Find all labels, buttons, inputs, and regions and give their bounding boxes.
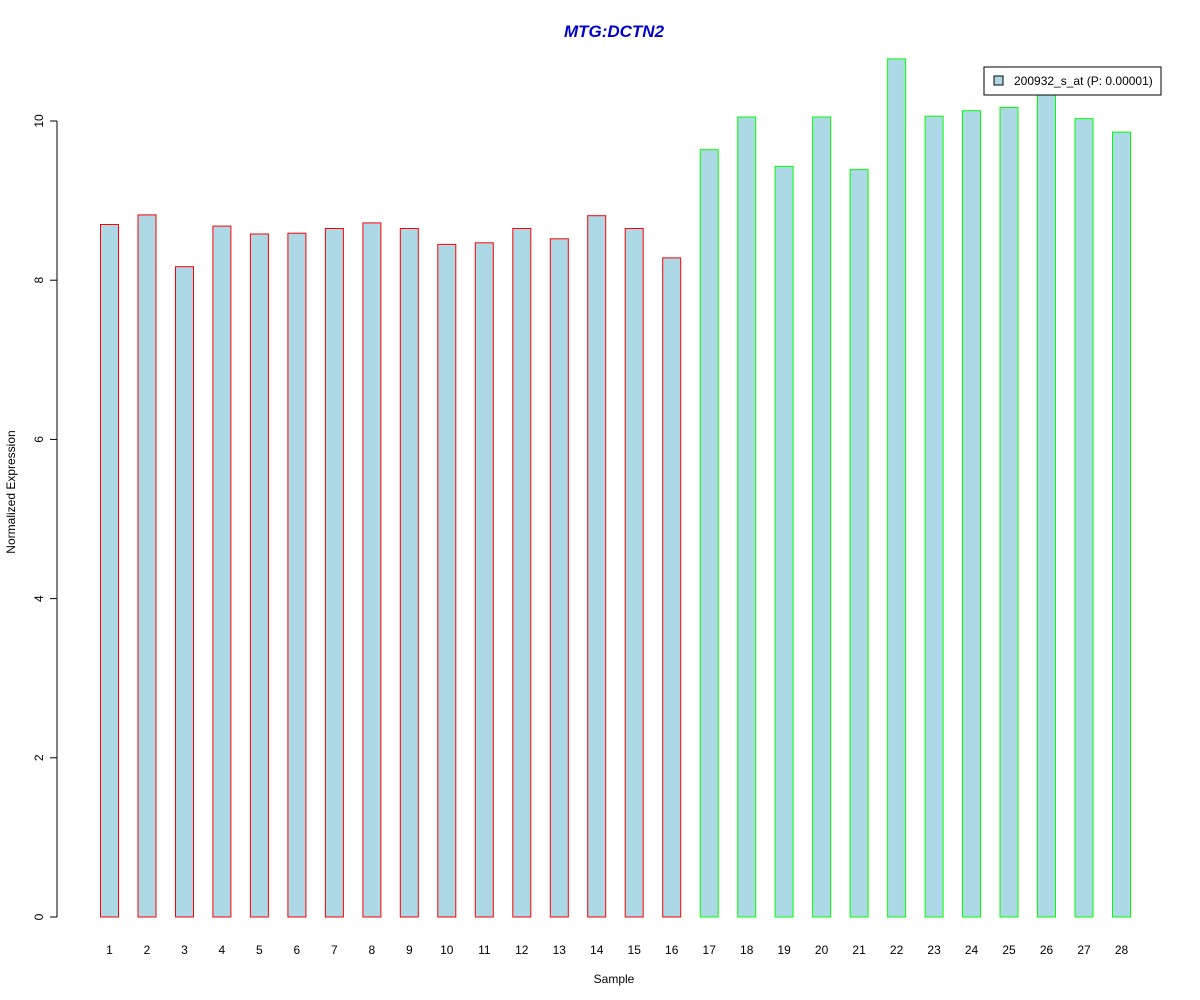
x-tick-label: 2 [144,943,151,957]
bar-sample-4 [212,225,232,918]
chart-title: MTG:DCTN2 [564,22,665,41]
x-tick-label: 23 [927,943,941,957]
bar-sample-9 [399,228,419,918]
x-tick-label: 11 [478,943,491,957]
y-tick-label: 8 [32,277,46,284]
x-tick-labels: 1 2 3 4 5 6 7 8 9 10 11 12 13 14 15 16 17 18 19 20 21 22 23 24 2… [106,943,1128,957]
x-tick-label: 10 [440,943,454,957]
x-tick-label: 28 [1115,943,1129,957]
bar-sample-10 [437,243,457,918]
bar-sample-12 [512,228,532,918]
bar-sample-26 [1037,93,1056,918]
y-tick-label: 0 [32,913,46,920]
x-axis-label: Sample [594,972,635,986]
bar-sample-6 [287,232,307,918]
x-tick-label: 1 [106,943,113,957]
x-tick-label: 4 [219,943,226,957]
x-tick-label: 14 [590,943,604,957]
y-axis-label: Normalized Expression [4,430,18,553]
bar-sample-1 [100,224,119,918]
bar-sample-5 [249,233,269,918]
x-tick-label: 26 [1040,943,1054,957]
bar-sample-2 [137,214,157,918]
bar-sample-28 [1112,131,1131,918]
legend-swatch [993,75,1004,86]
legend: 200932_s_at (P: 0.00001) [983,66,1162,96]
bar-sample-22 [887,58,907,918]
bar-sample-21 [849,169,869,918]
x-tick-label: 8 [369,943,376,957]
x-tick-label: 12 [515,943,529,957]
bar-sample-7 [324,228,344,918]
bar-sample-13 [549,238,569,918]
bar-sample-18 [737,116,757,918]
x-tick-label: 7 [331,943,338,957]
x-tick-label: 18 [740,943,754,957]
x-tick-label: 15 [628,943,642,957]
x-tick-label: 22 [890,943,904,957]
bar-sample-17 [699,149,719,918]
x-tick-label: 13 [553,943,567,957]
bar-sample-11 [474,242,494,918]
bar-sample-23 [924,115,944,918]
x-tick-label: 21 [852,943,866,957]
x-tick-label: 16 [665,943,679,957]
y-tick-label: 10 [32,114,46,128]
x-tick-label: 5 [256,943,263,957]
x-tick-label: 20 [815,943,829,957]
legend-series-label: 200932_s_at (P: 0.00001) [1014,74,1153,88]
bar-sample-14 [587,215,607,918]
bar-sample-19 [774,165,794,918]
y-tick-label: 2 [32,754,46,761]
bar-sample-20 [812,116,832,918]
x-tick-label: 9 [406,943,413,957]
bar-sample-27 [1074,118,1094,918]
bar-sample-15 [624,228,644,918]
bar-sample-25 [999,107,1019,918]
x-tick-label: 27 [1077,943,1091,957]
bar-sample-8 [362,222,382,918]
bar-sample-3 [175,266,194,918]
bars-group [100,58,1131,918]
bar-sample-16 [662,257,682,918]
y-tick-label: 4 [32,595,46,602]
x-tick-label: 19 [777,943,791,957]
x-tick-label: 3 [181,943,188,957]
y-tick-label: 6 [32,436,46,443]
y-axis: 0 2 4 6 8 10 [32,114,58,920]
x-tick-label: 24 [965,943,979,957]
x-tick-label: 17 [703,943,717,957]
legend-box [983,66,1162,96]
x-tick-label: 6 [294,943,301,957]
bar-sample-24 [962,110,981,918]
x-tick-label: 25 [1002,943,1016,957]
